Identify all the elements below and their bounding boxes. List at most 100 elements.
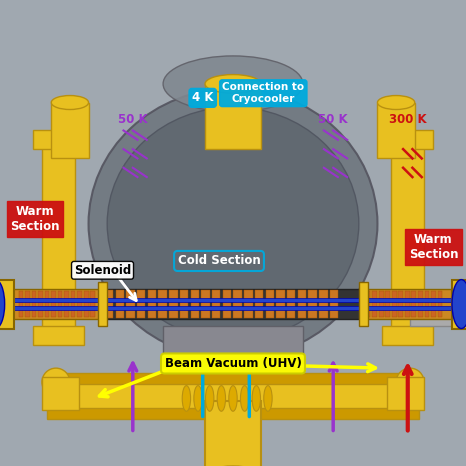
Bar bbox=[0, 280, 14, 329]
Bar bbox=[90, 291, 95, 317]
Ellipse shape bbox=[0, 280, 5, 329]
Ellipse shape bbox=[182, 386, 191, 411]
Bar bbox=[223, 290, 231, 318]
Bar bbox=[51, 291, 56, 317]
Bar bbox=[431, 291, 436, 317]
Bar bbox=[201, 290, 210, 318]
Text: Cold Section: Cold Section bbox=[178, 254, 260, 267]
Bar bbox=[32, 291, 36, 317]
Bar bbox=[116, 290, 124, 318]
Bar bbox=[51, 103, 89, 158]
Bar bbox=[84, 291, 89, 317]
Bar bbox=[42, 140, 75, 336]
Bar bbox=[382, 130, 433, 149]
Bar bbox=[137, 290, 145, 318]
Bar bbox=[64, 291, 69, 317]
Bar bbox=[392, 291, 397, 317]
Bar bbox=[205, 84, 261, 149]
Bar bbox=[244, 290, 253, 318]
Text: Connection to
Cryocooler: Connection to Cryocooler bbox=[222, 82, 304, 104]
Bar bbox=[452, 280, 466, 329]
Bar bbox=[47, 373, 419, 384]
Ellipse shape bbox=[205, 75, 261, 93]
Text: Warm
Section: Warm Section bbox=[409, 233, 458, 261]
Bar bbox=[45, 291, 49, 317]
Ellipse shape bbox=[252, 386, 260, 411]
Bar bbox=[418, 291, 423, 317]
Ellipse shape bbox=[240, 386, 249, 411]
Bar bbox=[148, 290, 156, 318]
Bar bbox=[405, 291, 410, 317]
Bar bbox=[105, 290, 113, 318]
Bar bbox=[0, 298, 466, 302]
Bar bbox=[0, 289, 103, 319]
Bar bbox=[411, 291, 416, 317]
Bar bbox=[42, 377, 79, 410]
Ellipse shape bbox=[163, 56, 303, 112]
Bar bbox=[71, 291, 75, 317]
Bar bbox=[387, 377, 424, 410]
Bar bbox=[366, 291, 370, 317]
Ellipse shape bbox=[107, 107, 359, 340]
Bar bbox=[169, 290, 178, 318]
Bar bbox=[163, 326, 303, 373]
Text: Solenoid: Solenoid bbox=[74, 264, 131, 277]
Bar bbox=[382, 326, 433, 345]
Ellipse shape bbox=[194, 386, 202, 411]
Bar bbox=[38, 291, 43, 317]
Ellipse shape bbox=[89, 89, 377, 359]
Ellipse shape bbox=[229, 386, 237, 411]
Bar bbox=[266, 290, 274, 318]
Text: 50 K: 50 K bbox=[118, 113, 148, 126]
Bar bbox=[77, 291, 82, 317]
Bar bbox=[33, 130, 84, 149]
Bar bbox=[372, 291, 377, 317]
Bar bbox=[398, 291, 403, 317]
Bar bbox=[233, 290, 242, 318]
Ellipse shape bbox=[217, 386, 226, 411]
Bar bbox=[379, 291, 384, 317]
Bar bbox=[126, 290, 135, 318]
Bar bbox=[19, 291, 23, 317]
Bar bbox=[58, 291, 62, 317]
Bar bbox=[191, 290, 199, 318]
Bar bbox=[287, 290, 295, 318]
Bar bbox=[255, 290, 263, 318]
Bar bbox=[377, 103, 415, 158]
Bar bbox=[308, 290, 317, 318]
Bar bbox=[25, 291, 30, 317]
Bar bbox=[319, 290, 328, 318]
Text: 4 K: 4 K bbox=[192, 91, 213, 104]
Bar bbox=[158, 290, 167, 318]
Ellipse shape bbox=[452, 280, 466, 329]
Text: Warm
Section: Warm Section bbox=[10, 205, 60, 233]
Text: Beam Vacuum (UHV): Beam Vacuum (UHV) bbox=[164, 357, 302, 370]
Bar bbox=[330, 290, 338, 318]
Bar bbox=[212, 290, 220, 318]
Ellipse shape bbox=[396, 368, 424, 396]
Ellipse shape bbox=[51, 96, 89, 110]
Bar bbox=[363, 289, 466, 319]
Bar bbox=[103, 289, 363, 319]
Bar bbox=[98, 282, 107, 326]
Ellipse shape bbox=[377, 96, 415, 110]
Bar bbox=[47, 408, 419, 419]
Bar bbox=[391, 140, 424, 336]
Bar bbox=[410, 308, 466, 326]
Text: 300 K: 300 K bbox=[389, 113, 426, 126]
Bar bbox=[425, 291, 429, 317]
Bar bbox=[359, 282, 368, 326]
Bar bbox=[180, 290, 188, 318]
Bar bbox=[47, 380, 419, 410]
Ellipse shape bbox=[264, 386, 272, 411]
Bar bbox=[385, 291, 390, 317]
Bar bbox=[0, 306, 466, 310]
Bar bbox=[205, 401, 261, 466]
Bar bbox=[33, 326, 84, 345]
Ellipse shape bbox=[206, 386, 214, 411]
Bar bbox=[298, 290, 306, 318]
Text: 50 K: 50 K bbox=[318, 113, 348, 126]
Bar bbox=[276, 290, 285, 318]
Ellipse shape bbox=[42, 368, 70, 396]
Bar bbox=[438, 291, 442, 317]
